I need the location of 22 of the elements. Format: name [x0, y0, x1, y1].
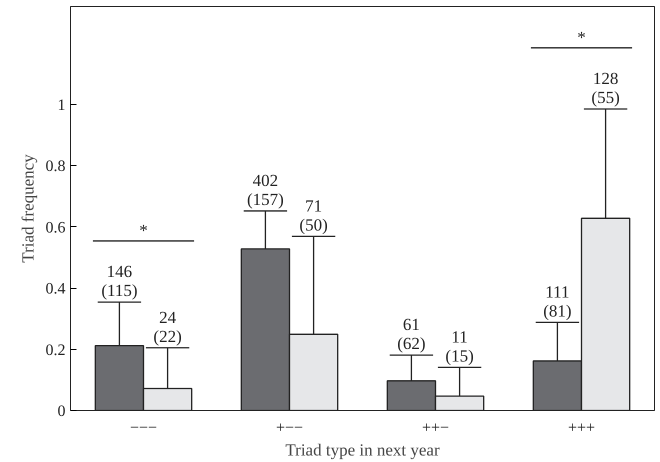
- annotation: 24 (22): [153, 308, 182, 346]
- annotation: 111 (81): [543, 282, 572, 320]
- y-tick-label: 1: [58, 96, 66, 114]
- annotation: 402 (157): [247, 170, 284, 209]
- y-axis-title: Triad frequency: [18, 154, 38, 263]
- y-tick-label: 0.2: [46, 342, 66, 359]
- x-tick-label: −−−: [130, 420, 158, 436]
- y-tick-label: 0.8: [46, 158, 66, 176]
- annotation: *: [139, 220, 148, 240]
- y-tick-label: 0.6: [46, 219, 66, 236]
- y-tick-label: 0: [58, 403, 66, 420]
- y-tick-label: 0.4: [46, 280, 66, 298]
- annotation: 71 (50): [299, 196, 328, 234]
- annotation: *: [577, 28, 586, 47]
- x-tick-label: +−−: [276, 420, 304, 436]
- x-tick-label: ++−: [422, 420, 450, 436]
- annotation: 61 (62): [397, 315, 426, 354]
- annotation: 146 (115): [101, 262, 138, 300]
- annotation: 128 (55): [591, 69, 620, 108]
- x-axis-title: Triad type in next year: [285, 440, 440, 460]
- annotation: 11 (15): [445, 327, 474, 366]
- x-tick-label: +++: [568, 420, 596, 436]
